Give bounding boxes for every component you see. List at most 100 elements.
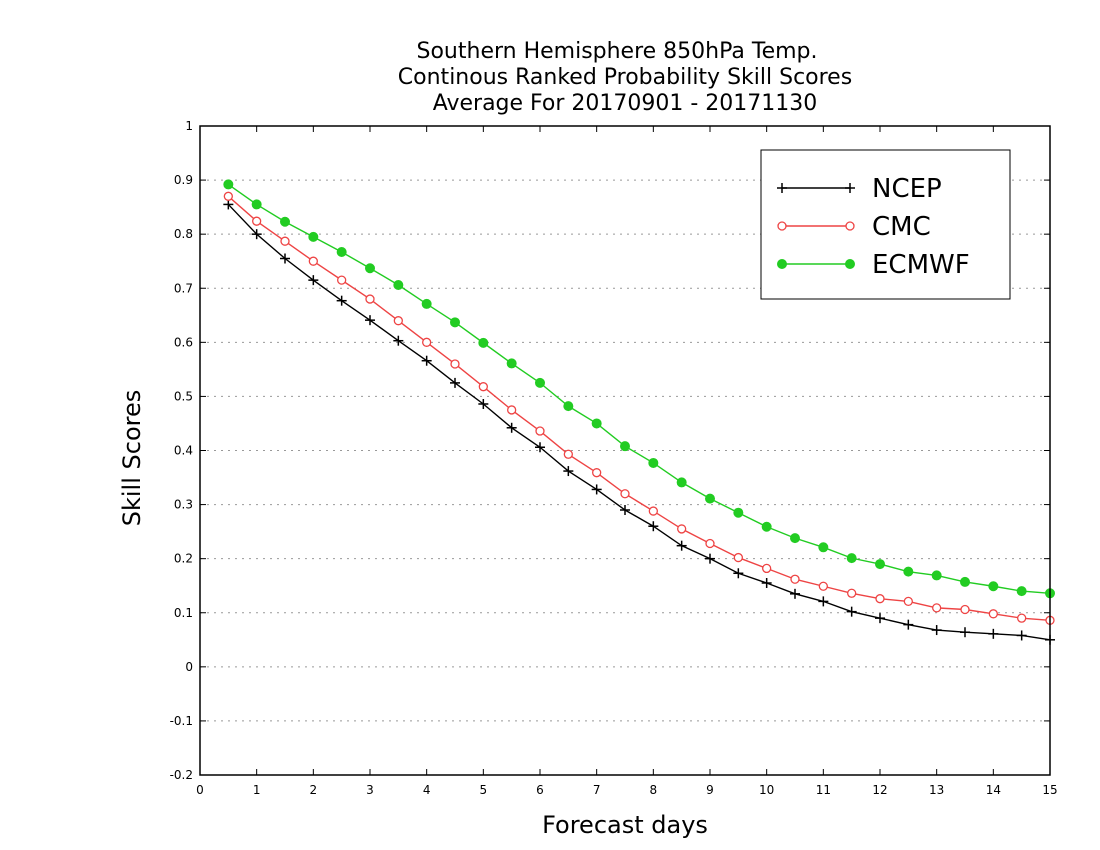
data-point-ecmwf <box>931 570 942 581</box>
data-point-cmc <box>648 506 658 516</box>
data-point-ncep <box>818 596 829 607</box>
y-axis-label: Skill Scores <box>118 390 146 527</box>
data-point-cmc <box>733 552 743 563</box>
x-tick-label: 14 <box>986 783 1001 797</box>
data-point-ecmwf <box>336 247 347 258</box>
data-point-ncep <box>733 568 744 579</box>
data-point-cmc <box>478 382 488 392</box>
data-point-ecmwf <box>478 337 489 348</box>
data-point-cmc <box>847 588 857 598</box>
data-point-cmc <box>535 426 545 436</box>
chart-subtitle: Continous Ranked Probability Skill Score… <box>398 65 852 90</box>
x-tick-label: 6 <box>536 783 544 797</box>
series-ncep <box>223 199 1055 645</box>
legend-marker <box>777 221 787 231</box>
y-tick-label: 0 <box>185 660 193 674</box>
y-tick-label: 0.2 <box>174 552 193 566</box>
data-point-ecmwf <box>903 566 914 577</box>
data-point-ncep <box>336 295 347 306</box>
series-line-cmc <box>227 195 1051 622</box>
x-tick-label: 2 <box>310 783 318 797</box>
data-point-cmc <box>450 359 460 369</box>
data-point-ecmwf <box>790 533 800 544</box>
data-point-cmc <box>875 594 885 604</box>
y-tick-label: 0.7 <box>174 281 193 295</box>
x-tick-label: 4 <box>423 783 431 797</box>
y-tick-label: 0.3 <box>174 498 193 512</box>
data-point-ecmwf <box>676 477 687 488</box>
x-tick-label: 10 <box>759 783 774 797</box>
legend-label-ncep: NCEP <box>872 174 942 204</box>
data-point-cmc <box>393 316 403 326</box>
data-point-ncep <box>251 229 262 240</box>
legend-marker <box>845 221 855 231</box>
data-point-ncep <box>223 199 234 210</box>
x-tick-label: 12 <box>872 783 887 797</box>
data-point-cmc <box>988 609 998 619</box>
data-point-ecmwf <box>846 553 857 564</box>
data-point-ecmwf <box>450 317 460 328</box>
x-tick-label: 3 <box>366 783 374 797</box>
x-tick-label: 1 <box>253 783 261 797</box>
y-tick-label: 0.8 <box>174 227 193 241</box>
x-axis-label: Forecast days <box>542 811 708 839</box>
data-point-ncep <box>280 253 290 264</box>
data-point-ncep <box>875 613 885 624</box>
data-point-ecmwf <box>506 358 517 369</box>
data-point-cmc <box>705 538 715 549</box>
data-point-ncep <box>931 625 942 636</box>
data-point-ncep <box>620 504 630 515</box>
chart-title: Southern Hemisphere 850hPa Temp. <box>417 39 818 64</box>
data-point-ecmwf <box>365 263 375 274</box>
data-point-ncep <box>308 275 319 286</box>
series-layer <box>223 179 1055 645</box>
y-tick-label: 0.1 <box>174 606 193 620</box>
data-point-ecmwf <box>988 581 999 592</box>
data-point-ncep <box>1016 630 1027 641</box>
y-axis-ticks: -0.2 -0.1 0 0.1 0.2 0.3 0.4 0.5 0.6 0.7 0.8 0.9 1 <box>170 119 1050 782</box>
data-point-ncep <box>450 377 460 388</box>
plot-frame <box>199 125 1051 776</box>
data-point-ecmwf <box>591 418 602 429</box>
data-point-cmc <box>252 216 262 226</box>
x-tick-label: 9 <box>706 783 714 797</box>
data-point-cmc <box>592 468 602 478</box>
data-point-ecmwf <box>818 542 829 553</box>
y-tick-label: 0.6 <box>174 335 193 349</box>
y-tick-label: 0.5 <box>174 389 193 403</box>
series-line-ncep <box>227 203 1051 641</box>
data-point-ncep <box>478 398 489 409</box>
data-point-ncep <box>648 521 659 532</box>
y-tick-label: 1 <box>185 119 193 133</box>
data-point-ecmwf <box>620 441 630 452</box>
data-point-cmc <box>790 574 800 584</box>
legend-marker <box>777 259 787 269</box>
data-point-cmc <box>365 294 375 304</box>
legend: NCEP CMC ECMWF <box>760 149 1011 300</box>
x-tick-label: 8 <box>650 783 658 797</box>
data-point-ecmwf <box>308 231 319 242</box>
legend-entry-cmc: CMC <box>777 212 931 242</box>
data-point-ncep <box>421 355 432 366</box>
data-point-ecmwf <box>535 377 545 388</box>
data-point-ecmwf <box>761 521 772 532</box>
legend-marker <box>845 183 855 193</box>
chart-period: Average For 20170901 - 20171130 <box>433 91 818 116</box>
data-point-cmc <box>620 489 630 499</box>
y-tick-label: -0.1 <box>170 714 193 728</box>
data-point-ncep <box>988 628 999 639</box>
data-point-ncep <box>790 588 800 599</box>
data-point-cmc <box>932 603 942 613</box>
data-point-ncep <box>563 466 574 477</box>
legend-marker <box>777 183 787 193</box>
legend-label-ecmwf: ECMWF <box>872 250 970 280</box>
data-point-ecmwf <box>875 559 885 570</box>
y-tick-label: -0.2 <box>170 768 193 782</box>
data-point-ncep <box>761 578 772 589</box>
data-point-cmc <box>507 405 517 415</box>
data-point-cmc <box>762 563 772 574</box>
x-tick-label: 15 <box>1042 783 1057 797</box>
data-point-ecmwf <box>393 280 404 291</box>
legend-marker <box>845 259 855 269</box>
